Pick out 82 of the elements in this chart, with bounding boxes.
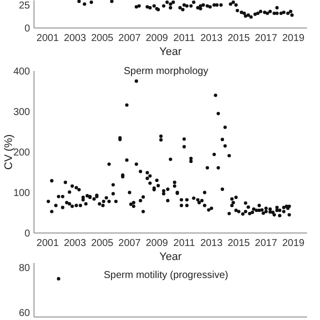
point: [249, 15, 253, 19]
point: [148, 6, 152, 10]
point: [189, 4, 193, 8]
point: [282, 10, 286, 14]
y-tick-label: 25: [18, 0, 30, 12]
point: [228, 2, 232, 6]
y-tick-label: 60: [18, 308, 30, 319]
point: [165, 0, 169, 4]
x-tick-label: 2019: [282, 33, 305, 44]
point: [262, 10, 266, 14]
x-tick-label: 2011: [173, 33, 196, 44]
point: [168, 6, 172, 10]
point: [181, 8, 184, 12]
x-axis-title: Year: [159, 46, 182, 58]
x-tick-label: 2015: [228, 33, 250, 44]
point: [110, 0, 114, 4]
y-tick-label: 300: [13, 107, 30, 118]
point: [168, 2, 172, 6]
y-tick-label: 0: [24, 24, 30, 34]
x-tick-label: 2007: [118, 238, 142, 249]
point: [90, 0, 94, 4]
point: [266, 12, 270, 15]
point: [198, 6, 202, 10]
x-tick-label: 2009: [146, 238, 168, 249]
point: [240, 10, 244, 14]
point: [202, 3, 205, 7]
point: [185, 4, 189, 8]
point: [275, 12, 279, 15]
point: [288, 10, 292, 14]
point: [232, 0, 235, 4]
y-tick-label: 80: [18, 263, 30, 274]
chart-title: Sperm morphology: [124, 66, 208, 77]
y-tick-label: 200: [13, 148, 30, 158]
y-tick-label: 400: [13, 66, 30, 78]
x-tick-label: 2011: [173, 238, 196, 249]
point: [172, 0, 175, 4]
x-tick-label: 2017: [254, 33, 278, 44]
x-tick-label: 2003: [64, 238, 87, 249]
point: [196, 6, 200, 10]
x-tick-label: 2013: [200, 33, 224, 44]
x-tick-label: 2005: [91, 238, 114, 249]
x-tick-label: 2015: [228, 238, 250, 249]
point: [272, 12, 276, 15]
y-axis-title: CV (%): [3, 134, 15, 170]
y-tick-label: 0: [24, 228, 30, 240]
point: [134, 5, 138, 9]
point: [236, 8, 240, 12]
x-tick-label: 2001: [36, 33, 60, 44]
point: [178, 6, 182, 10]
x-tick-label: 2005: [91, 33, 114, 44]
x-tick-label: 2007: [118, 33, 142, 44]
point: [275, 6, 279, 10]
point: [290, 13, 294, 17]
point: [258, 10, 262, 14]
point: [234, 3, 238, 7]
point: [219, 3, 223, 7]
point: [268, 10, 272, 14]
point: [146, 5, 149, 9]
point: [137, 4, 141, 8]
point: [215, 3, 219, 7]
point: [279, 12, 283, 15]
point: [192, 0, 196, 4]
point: [208, 5, 212, 9]
x-tick-label: 2003: [64, 33, 87, 44]
point: [162, 4, 166, 8]
x-tick-label: 2019: [282, 238, 305, 249]
text: Sperm motility (progressive): [104, 270, 228, 281]
point: [286, 12, 290, 15]
point: [242, 12, 246, 15]
x-tick-label: 2013: [200, 238, 224, 249]
point: [152, 4, 156, 8]
point: [246, 13, 250, 17]
point: [256, 12, 260, 15]
x-tick-label: 2001: [36, 238, 60, 249]
x-tick-label: 2017: [254, 238, 278, 249]
x-tick-label: 2009: [146, 33, 168, 44]
point: [82, 2, 86, 6]
point: [206, 4, 210, 8]
point: [77, 0, 81, 4]
y-tick-label: 100: [13, 188, 30, 199]
point: [253, 12, 257, 16]
x-axis-title: Year: [159, 251, 182, 263]
